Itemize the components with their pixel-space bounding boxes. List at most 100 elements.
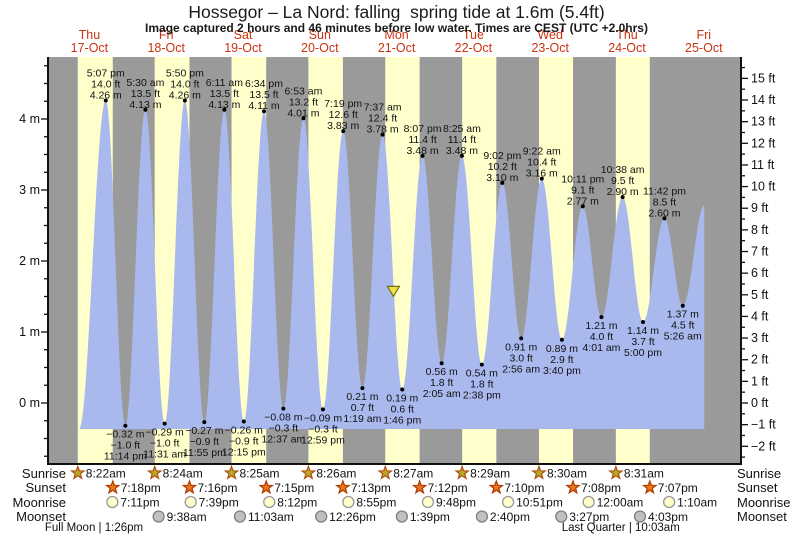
sunrise-star-icon (69, 464, 86, 480)
svg-text:11:31 am: 11:31 am (143, 449, 186, 461)
svg-text:8:26am: 8:26am (316, 467, 356, 481)
svg-text:1:46 pm: 1:46 pm (383, 415, 421, 427)
svg-text:1.21 m: 1.21 m (585, 320, 617, 332)
svg-text:9.1 ft: 9.1 ft (571, 184, 594, 196)
svg-text:1:10am: 1:10am (677, 496, 717, 510)
svg-text:9:38am: 9:38am (167, 510, 207, 524)
svg-text:Fri: Fri (697, 28, 712, 42)
tide-curve (79, 100, 705, 430)
svg-text:0.21 m: 0.21 m (346, 391, 378, 403)
svg-text:11 ft: 11 ft (751, 158, 775, 172)
svg-text:3.7 ft: 3.7 ft (631, 336, 654, 348)
moonset-icon (152, 510, 165, 523)
svg-text:Thu: Thu (616, 28, 638, 42)
svg-text:3.48 m: 3.48 m (446, 145, 478, 157)
svg-text:1:19 am: 1:19 am (343, 413, 381, 425)
svg-text:1.37 m: 1.37 m (667, 309, 699, 321)
svg-text:8:27am: 8:27am (393, 467, 433, 481)
moonset-row-label: Moonset (16, 509, 66, 524)
sunrise-row-label: Sunrise (21, 466, 66, 481)
sunset-star-icon (488, 479, 505, 495)
svg-text:3 ft: 3 ft (751, 331, 769, 345)
svg-text:6:11 am: 6:11 am (206, 77, 243, 89)
svg-text:11:55 pm: 11:55 pm (183, 447, 226, 459)
svg-text:4.26 m: 4.26 m (90, 90, 122, 102)
svg-text:11.4 ft: 11.4 ft (408, 134, 436, 146)
moonrise-row-label: Moonrise (12, 495, 66, 510)
svg-text:10 ft: 10 ft (751, 180, 776, 194)
svg-text:3:40 pm: 3:40 pm (543, 365, 581, 377)
svg-text:0 ft: 0 ft (751, 396, 769, 410)
svg-text:Thu: Thu (79, 28, 101, 42)
svg-text:11:03am: 11:03am (248, 510, 294, 524)
svg-text:−1 ft: −1 ft (751, 418, 776, 432)
chart-subtitle: Image captured 2 hours and 46 minutes be… (145, 21, 648, 35)
svg-text:22-Oct: 22-Oct (455, 41, 493, 55)
svg-text:2.60 m: 2.60 m (648, 207, 680, 219)
svg-text:−0.08 m: −0.08 m (264, 412, 302, 424)
svg-text:2:56 am: 2:56 am (502, 363, 540, 375)
svg-text:9 ft: 9 ft (751, 201, 769, 215)
svg-text:8 ft: 8 ft (751, 223, 769, 237)
svg-text:12:15 pm: 12:15 pm (222, 446, 266, 458)
svg-text:1:39pm: 1:39pm (410, 510, 450, 524)
svg-text:7:11pm: 7:11pm (120, 496, 159, 510)
svg-text:4.26 m: 4.26 m (169, 90, 201, 102)
svg-text:12.4 ft: 12.4 ft (368, 113, 397, 125)
svg-text:3.48 m: 3.48 m (407, 145, 439, 157)
sunset-star-icon (335, 479, 351, 495)
moonrise-row-label: Moonrise (737, 495, 791, 510)
svg-text:12:00am: 12:00am (597, 496, 644, 510)
svg-text:4 m: 4 m (19, 112, 40, 126)
svg-text:11.4 ft: 11.4 ft (448, 134, 476, 146)
svg-text:−0.32 m: −0.32 m (106, 429, 144, 441)
moonrise-icon (263, 495, 276, 509)
svg-text:0.89 m: 0.89 m (546, 343, 578, 355)
svg-text:15 ft: 15 ft (751, 71, 776, 85)
svg-text:0.19 m: 0.19 m (386, 393, 418, 405)
chart-title: Hossegor – La Nord: falling spring tide … (188, 2, 605, 22)
svg-text:1 m: 1 m (19, 325, 40, 339)
svg-text:2 m: 2 m (19, 254, 40, 268)
moonrise-icon (421, 495, 435, 509)
moonset-icon (233, 510, 247, 523)
svg-text:13 ft: 13 ft (751, 115, 776, 129)
svg-text:14.0 ft: 14.0 ft (91, 79, 120, 91)
svg-text:1.14 m: 1.14 m (627, 325, 659, 337)
svg-text:2:40pm: 2:40pm (490, 510, 530, 524)
svg-text:Sat: Sat (234, 28, 253, 42)
svg-text:11:42 pm: 11:42 pm (643, 185, 686, 197)
svg-text:Full Moon | 1:26pm: Full Moon | 1:26pm (45, 522, 143, 534)
svg-text:Sun: Sun (309, 28, 331, 42)
svg-text:13.5 ft: 13.5 ft (210, 88, 239, 100)
svg-text:0 m: 0 m (19, 396, 40, 410)
svg-text:−0.9 ft: −0.9 ft (190, 436, 220, 448)
svg-text:7:18pm: 7:18pm (121, 481, 161, 495)
svg-text:14 ft: 14 ft (751, 93, 776, 107)
svg-text:13.5 ft: 13.5 ft (131, 88, 160, 100)
sunrise-star-icon (377, 464, 394, 480)
svg-text:8:29am: 8:29am (470, 467, 510, 481)
sunset-star-icon (104, 479, 121, 495)
sunrise-star-icon (608, 464, 624, 480)
svg-text:1 ft: 1 ft (751, 374, 769, 388)
svg-text:8:25 am: 8:25 am (443, 123, 481, 135)
sunrise-row-label: Sunrise (737, 466, 782, 481)
svg-text:1.8 ft: 1.8 ft (430, 377, 453, 389)
svg-text:24-Oct: 24-Oct (608, 41, 646, 55)
moonset-icon (315, 510, 328, 523)
moonrise-icon (184, 495, 197, 509)
svg-text:Tue: Tue (463, 28, 484, 42)
svg-text:18-Oct: 18-Oct (147, 41, 185, 55)
svg-text:Fri: Fri (159, 28, 174, 42)
svg-text:2.90 m: 2.90 m (607, 186, 639, 198)
svg-text:6:34 pm: 6:34 pm (245, 78, 283, 90)
svg-text:4:03pm: 4:03pm (648, 510, 688, 524)
svg-text:0.54 m: 0.54 m (466, 368, 498, 380)
svg-text:−0.29 m: −0.29 m (146, 427, 184, 439)
svg-text:4.13 m: 4.13 m (208, 99, 240, 111)
svg-text:11:14 pm: 11:14 pm (104, 451, 147, 463)
